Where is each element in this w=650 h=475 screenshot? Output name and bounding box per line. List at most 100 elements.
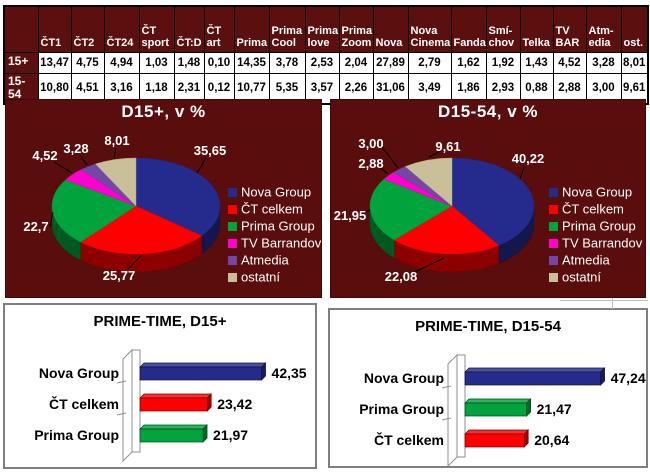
bar-chart-primetime-d15-54: Nova Group 47,24 Prima Group 21,47 ČT celkem… xyxy=(359,353,646,466)
legend-swatch xyxy=(228,188,237,197)
audience-share-table: ČT1 ČT2 ČT24 ČT sport ČT:D ČT art Prima Prima C… xyxy=(3,5,649,105)
axis-wall-front xyxy=(456,354,466,458)
column-header: ČT sport xyxy=(138,5,175,53)
share-value-cell: 4,94 xyxy=(103,51,140,74)
legend-swatch xyxy=(228,273,237,282)
column-header: Smí-chov xyxy=(485,5,521,53)
label-leader-line xyxy=(113,147,117,159)
pie-chart-panel-d15plus: 35,65 25,77 22,7 4,52 3,28 8,01 Nova Group ČT c… xyxy=(5,99,322,298)
bar-category-label: ČT celkem xyxy=(49,395,119,412)
legend-swatch xyxy=(549,256,558,265)
pie-value-label: 25,77 xyxy=(103,268,136,283)
column-header: ČT2 xyxy=(70,5,105,53)
legend-swatch xyxy=(228,256,237,265)
share-value-cell: 27,89 xyxy=(372,51,409,74)
spreadsheet-gridline xyxy=(560,300,648,301)
pie-value-label: 2,88 xyxy=(358,156,383,171)
share-value-cell: 13,47 xyxy=(37,51,72,74)
bar xyxy=(139,397,208,412)
column-header: Atm-edia xyxy=(585,5,622,53)
share-value-cell: 14,35 xyxy=(233,51,270,74)
share-value-cell: 2,04 xyxy=(338,51,374,74)
column-header: Nova xyxy=(372,5,409,53)
chart-title: PRIME-TIME, D15+ xyxy=(93,313,227,330)
pie-slice xyxy=(80,205,203,255)
bar-value-label: 42,35 xyxy=(272,365,307,381)
legend-label: TV Barrandov xyxy=(241,236,321,251)
chart-title: D15-54, v % xyxy=(438,102,538,121)
bar-value-label: 20,64 xyxy=(534,432,569,448)
bar-category-label: ČT celkem xyxy=(374,431,444,448)
share-value-cell: 1,43 xyxy=(519,51,554,74)
axis-tick xyxy=(116,412,127,416)
bar xyxy=(139,428,204,443)
share-value-cell: 4,52 xyxy=(552,51,587,74)
legend-label: ČT celkem xyxy=(562,202,624,217)
bar-top-face xyxy=(464,429,530,435)
chart-title: PRIME-TIME, D15-54 xyxy=(415,318,561,335)
column-header: Prima love xyxy=(304,5,340,53)
column-header: Prima Cool xyxy=(268,5,306,53)
column-header: Nova Cinema xyxy=(407,5,452,53)
pie-value-label: 3,28 xyxy=(63,141,88,156)
legend-label: ČT celkem xyxy=(241,202,303,217)
pie-value-label: 3,00 xyxy=(358,136,383,151)
column-header: ČT art xyxy=(203,5,235,53)
label-leader-line xyxy=(428,150,442,158)
label-leader-line xyxy=(519,166,525,180)
bar-top-face xyxy=(464,398,532,404)
share-value-cell: 4,75 xyxy=(70,51,105,74)
column-header: TV BAR xyxy=(552,5,587,53)
pie-slice xyxy=(393,205,500,255)
legend-swatch xyxy=(228,239,237,248)
legend-label: TV Barrandov xyxy=(562,236,643,251)
bar-category-label: Nova Group xyxy=(39,365,119,381)
label-leader-line xyxy=(49,211,54,228)
column-header: Fanda xyxy=(450,5,487,53)
label-leader-line xyxy=(414,257,445,273)
legend-swatch xyxy=(549,273,558,282)
share-value-cell: 1,62 xyxy=(450,51,487,74)
bar-top-face xyxy=(139,424,208,430)
bar-category-label: Prima Group xyxy=(34,427,119,443)
pie-chart-panel-d15-54: 40,22 22,08 21,95 2,88 3,00 9,61 Nova Group ČT … xyxy=(330,99,646,298)
legend-swatch xyxy=(549,205,558,214)
legend-swatch xyxy=(549,239,558,248)
label-leader-line xyxy=(377,165,389,175)
bar-category-label: Nova Group xyxy=(364,370,444,386)
column-header: ost. xyxy=(620,5,649,53)
share-value-cell: 1,92 xyxy=(485,51,521,74)
legend-label: Prima Group xyxy=(562,219,636,234)
label-leader-line xyxy=(360,209,371,215)
axis-wall-front xyxy=(131,349,141,453)
legend-label: ostatní xyxy=(241,270,280,285)
legend-label: Atmedia xyxy=(241,253,289,268)
label-leader-line xyxy=(53,161,73,174)
bar-top-face xyxy=(464,367,606,373)
bar-top-face xyxy=(139,393,213,399)
column-header: ČT:D xyxy=(173,5,205,53)
share-value-cell: 3,78 xyxy=(268,51,306,74)
chart-title: D15+, v % xyxy=(121,102,206,121)
legend-swatch xyxy=(228,205,237,214)
pie-slice xyxy=(404,157,453,207)
legend-label: Prima Group xyxy=(241,219,315,234)
pie-value-label: 8,01 xyxy=(104,133,129,148)
legend-swatch xyxy=(549,222,558,231)
bar xyxy=(464,433,525,448)
pie-slice xyxy=(369,178,453,241)
table-corner xyxy=(3,5,39,53)
pie-value-label: 22,7 xyxy=(23,219,48,234)
legend-label: ostatní xyxy=(562,270,601,285)
row-label: 15+ xyxy=(3,51,39,74)
pie-value-label: 9,61 xyxy=(435,139,460,154)
pie-value-label: 21,95 xyxy=(334,208,367,223)
axis-wall-back xyxy=(122,348,133,463)
legend-label: Nova Group xyxy=(562,185,632,200)
bar-category-label: Prima Group xyxy=(359,401,444,417)
bar-value-label: 47,24 xyxy=(611,370,646,386)
bar-value-label: 21,97 xyxy=(213,427,248,443)
bar-chart-primetime-d15plus: Nova Group 42,35 ČT celkem 23,42 Prima Group… xyxy=(34,348,307,463)
legend-label: Nova Group xyxy=(241,185,311,200)
pie-slice xyxy=(135,157,221,237)
